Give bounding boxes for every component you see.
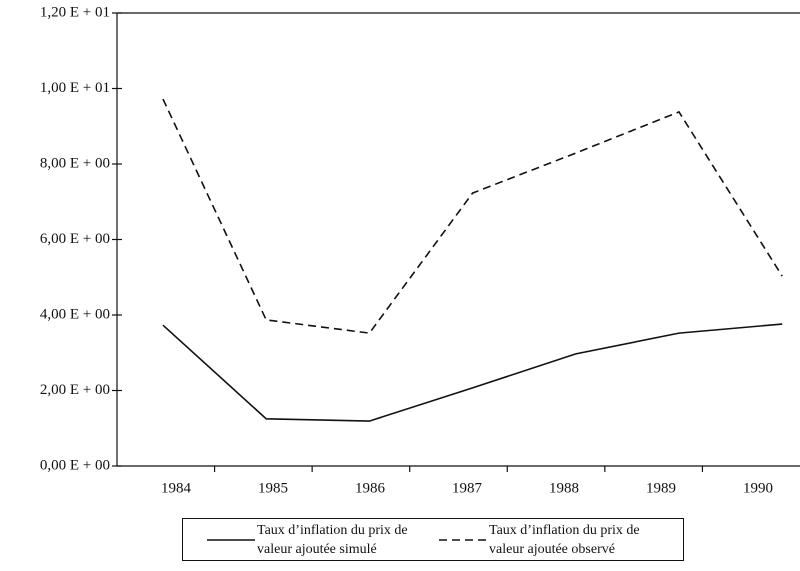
x-tick-label: 1988 [549, 480, 579, 496]
legend-swatch [207, 538, 255, 541]
x-tick-label: 1990 [743, 480, 773, 496]
x-tick-label: 1989 [646, 480, 676, 496]
legend-entry: Taux d’inflation du prix de valeur ajout… [437, 521, 661, 559]
series-line [162, 323, 783, 422]
x-tick-label: 1987 [452, 480, 483, 496]
y-tick-label: 2,00 E + 00 [40, 382, 110, 398]
y-tick-label: 4,00 E + 00 [40, 306, 110, 322]
legend-entry: Taux d’inflation du prix de valeur ajout… [205, 521, 429, 559]
y-tick-label: 1,20 E + 01 [40, 4, 110, 20]
y-tick-label: 1,00 E + 01 [40, 80, 110, 96]
y-tick-label: 0,00 E + 00 [40, 457, 110, 473]
y-tick-label: 8,00 E + 00 [40, 155, 110, 171]
x-tick-label: 1984 [161, 480, 192, 496]
legend-label: Taux d’inflation du prix de valeur ajout… [257, 522, 408, 557]
legend: Taux d’inflation du prix de valeur ajout… [182, 518, 684, 561]
x-tick-label: 1986 [355, 480, 386, 496]
series-line [162, 98, 783, 334]
y-tick-label: 6,00 E + 00 [40, 231, 110, 247]
x-tick-label: 1985 [258, 480, 288, 496]
legend-swatch [439, 538, 487, 541]
chart: 0,00 E + 00 2,00 E + 00 4,00 E + 00 6,00 E … [40, 4, 800, 496]
legend-label: Taux d’inflation du prix de valeur ajout… [489, 522, 640, 557]
